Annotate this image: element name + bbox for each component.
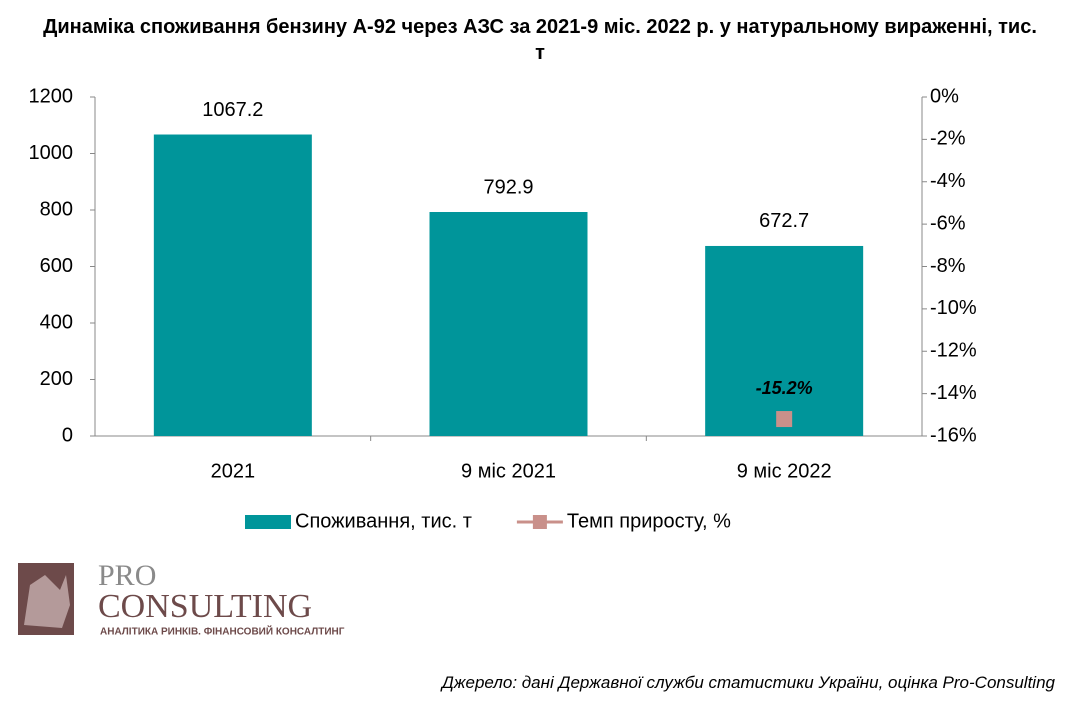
y2-tick-label: -8% (930, 255, 966, 277)
y2-tick-label: -10% (930, 297, 977, 319)
y-tick-label: 400 (40, 311, 73, 333)
data-label: 792.9 (483, 176, 533, 198)
data-label: -15.2% (756, 378, 813, 398)
logo: PRO CONSULTING АНАЛІТИКА РИНКІВ. ФІНАНСО… (18, 559, 345, 638)
y2-tick-label: -12% (930, 340, 977, 362)
y-tick-label: 0 (62, 424, 73, 446)
legend-swatch (245, 515, 291, 529)
logo-tagline: АНАЛІТИКА РИНКІВ. ФІНАНСОВИЙ КОНСАЛТИНГ (100, 625, 345, 638)
logo-text: CONSULTING (98, 588, 312, 625)
y2-tick-label: -4% (930, 170, 966, 192)
y-tick-label: 1000 (29, 142, 74, 164)
y2-tick-label: 0% (930, 85, 959, 107)
y2-tick-label: -6% (930, 212, 966, 234)
y-tick-label: 800 (40, 198, 73, 220)
logo-text: PRO (98, 559, 156, 592)
x-tick-label: 2021 (211, 460, 256, 482)
y2-tick-label: -14% (930, 382, 977, 404)
source-note: Джерело: дані Державної служби статистик… (441, 673, 1055, 692)
logo-icon-shape (24, 575, 70, 628)
y2-tick-label: -16% (930, 424, 977, 446)
bar (153, 134, 312, 437)
data-label: 1067.2 (202, 99, 263, 121)
y2-tick-label: -2% (930, 128, 966, 150)
bar (429, 212, 588, 436)
chart-title: Динаміка споживання бензину А-92 через А… (43, 16, 1037, 64)
y-tick-label: 1200 (29, 85, 74, 107)
x-tick-label: 9 міс 2022 (737, 460, 832, 482)
legend-swatch (532, 515, 547, 529)
x-tick-label: 9 міс 2021 (461, 460, 556, 482)
y-tick-label: 200 (40, 368, 73, 390)
data-label: 672.7 (759, 210, 809, 232)
bar (705, 245, 864, 436)
legend-label: Споживання, тис. т (295, 510, 472, 532)
y-tick-label: 600 (40, 255, 73, 277)
legend-label: Темп приросту, % (567, 510, 731, 532)
line-marker (776, 411, 793, 428)
